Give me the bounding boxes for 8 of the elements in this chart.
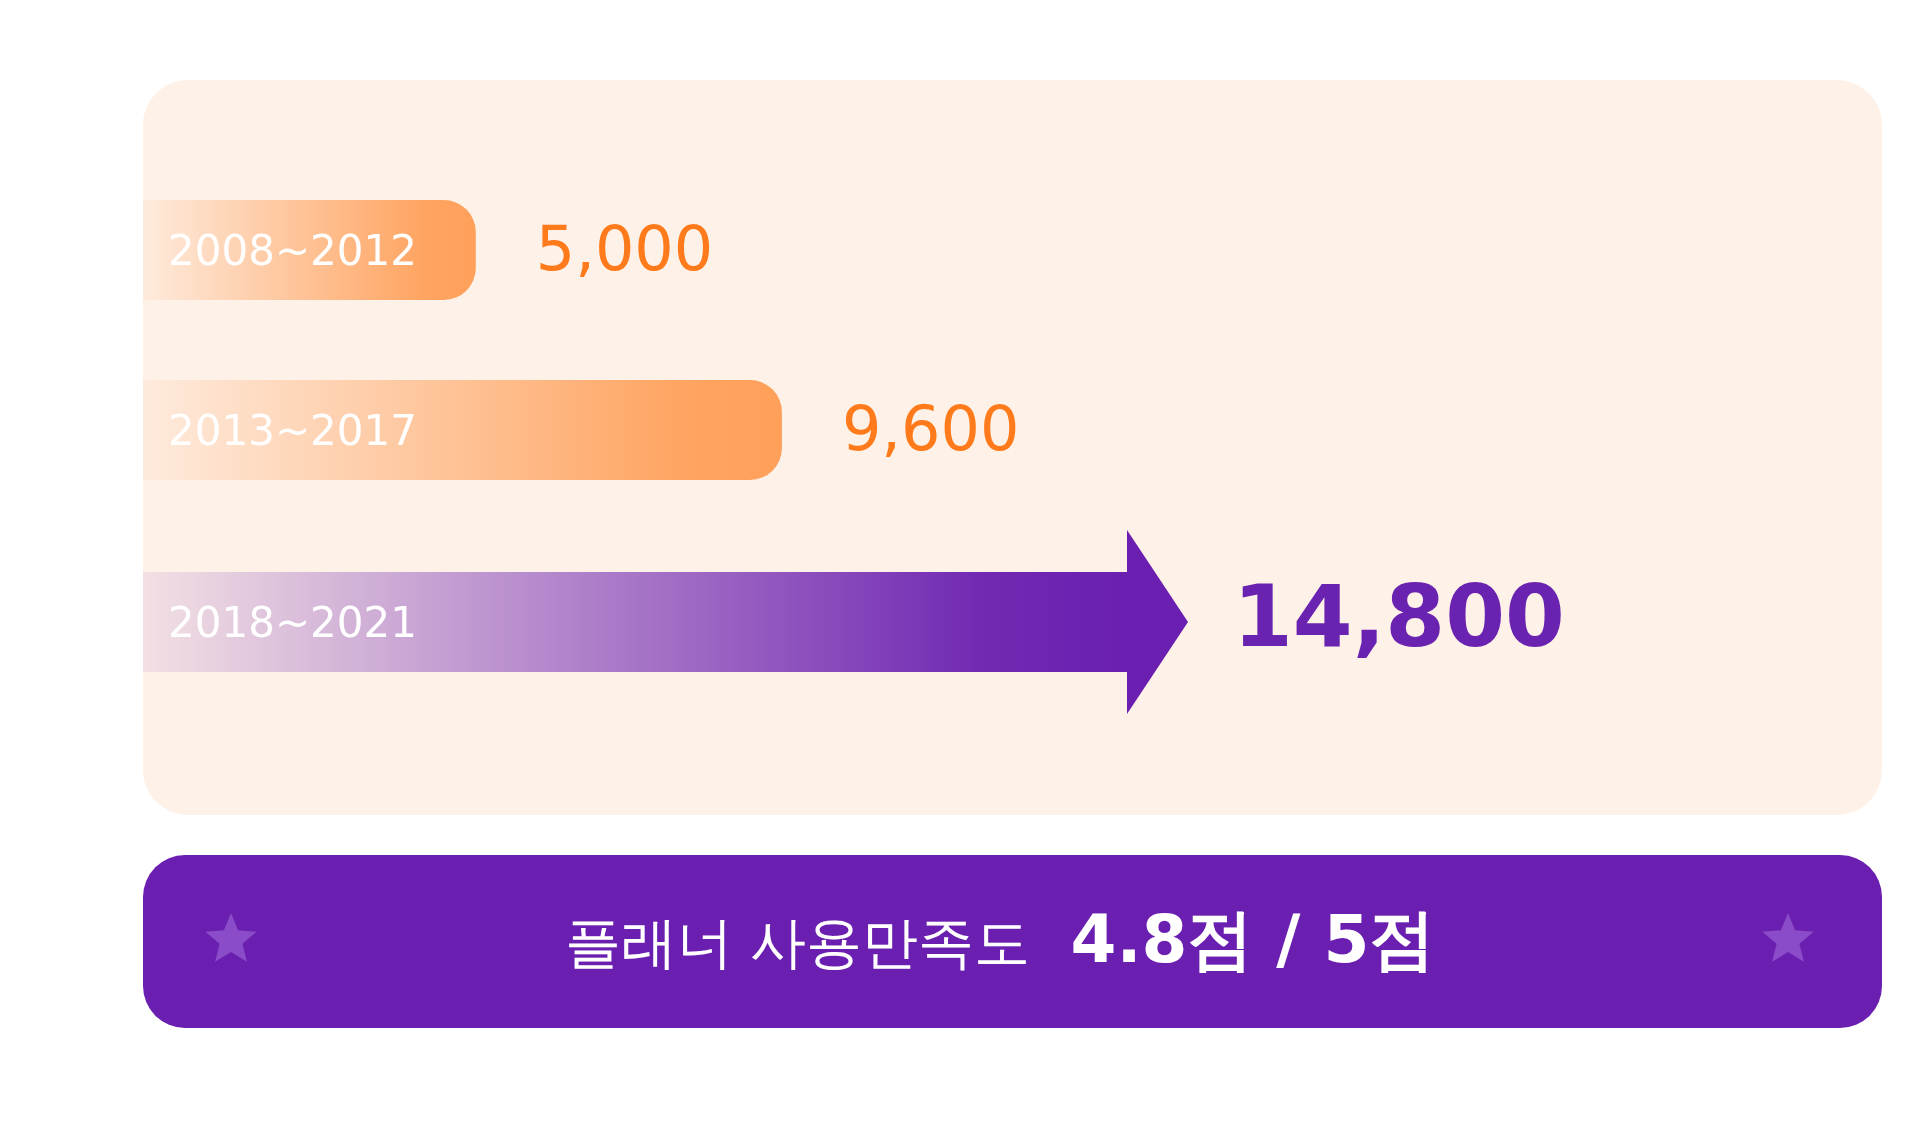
text: 4.8점 / 5점: [1070, 901, 1436, 978]
text: 플래너 사용만족도: [564, 910, 1031, 975]
data-label: 14,800: [1233, 566, 1565, 666]
data-label: 9,600: [841, 392, 1020, 465]
y-tick-label: 2008~2012: [168, 226, 417, 275]
y-tick-label: 2018~2021: [168, 598, 417, 647]
data-label: 5,000: [535, 212, 714, 285]
y-tick-label: 2013~2017: [168, 406, 417, 455]
